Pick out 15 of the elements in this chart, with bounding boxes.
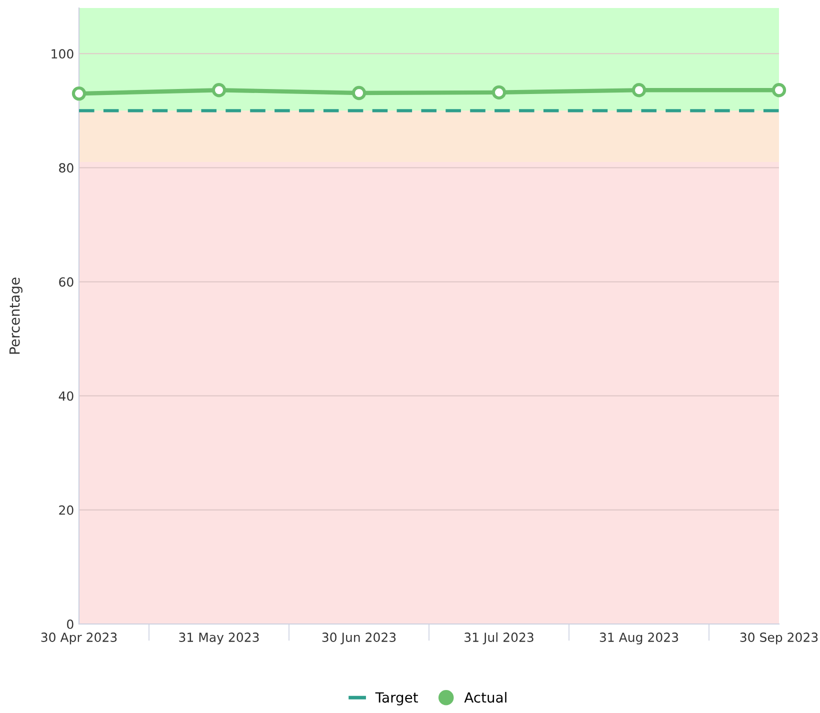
x-tick-label: 30 Apr 2023 xyxy=(41,632,117,644)
y-tick-label: 0 xyxy=(67,619,74,629)
x-tick-label: 30 Sep 2023 xyxy=(740,632,818,644)
y-tick-label: 40 xyxy=(58,391,74,401)
y-tick-label: 100 xyxy=(52,49,74,59)
y-tick-label: 20 xyxy=(59,505,74,515)
x-tick-label: 31 Aug 2023 xyxy=(600,632,678,644)
y-axis-title: Percentage xyxy=(9,278,22,354)
x-tick-label: 30 Jun 2023 xyxy=(322,632,396,644)
x-tick-label: 31 Jul 2023 xyxy=(464,632,534,644)
y-tick-label: 60 xyxy=(59,277,74,287)
y-tick-label: 80 xyxy=(59,163,74,173)
x-tick-label: 31 May 2023 xyxy=(179,632,259,644)
legend-label: Target xyxy=(375,692,418,706)
legend-label: Actual xyxy=(464,692,506,703)
